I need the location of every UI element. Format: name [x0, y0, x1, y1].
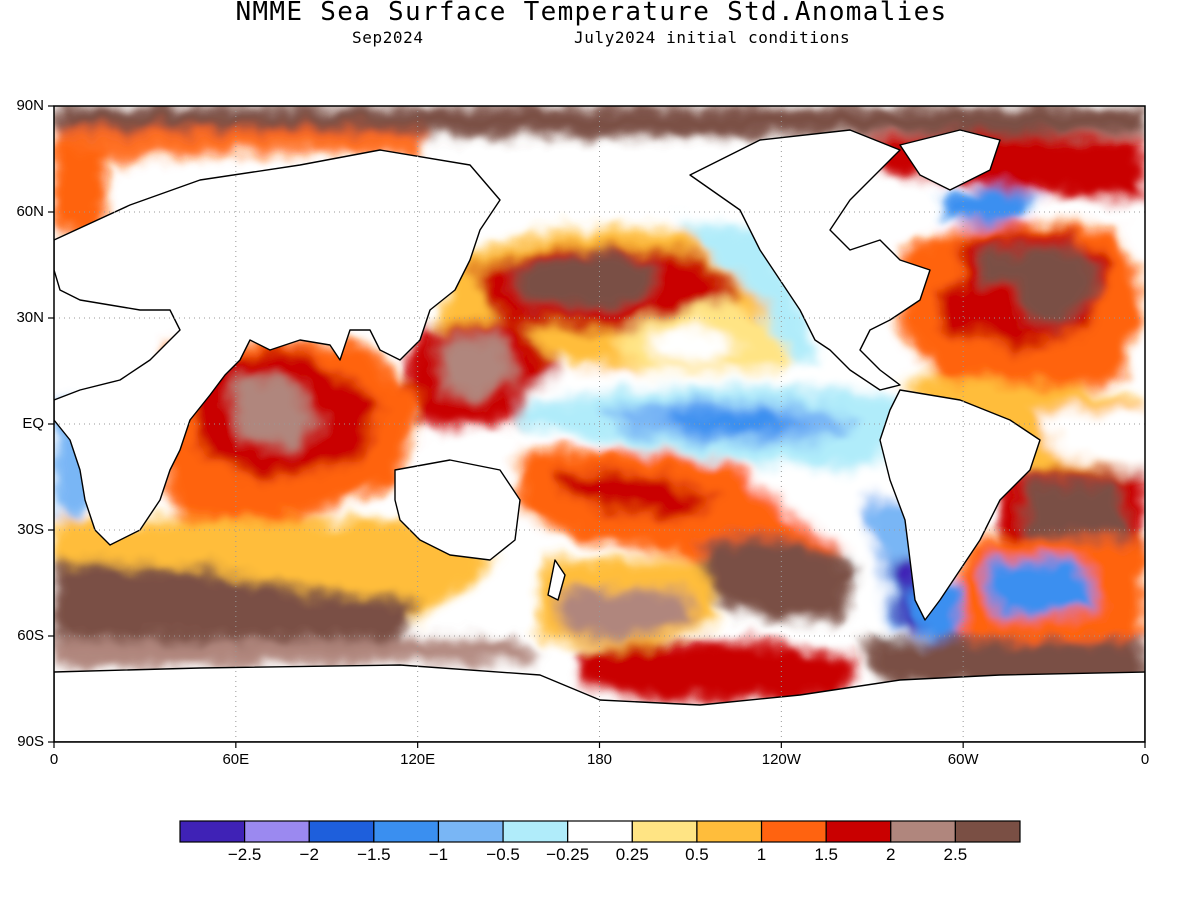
- lat-label: 30N: [16, 309, 44, 326]
- lon-label: 0: [1140, 751, 1150, 768]
- chart-title: NMME Sea Surface Temperature Std.Anomali…: [235, 0, 948, 27]
- colorbar-label: 1: [756, 845, 767, 864]
- lon-label: 120E: [400, 751, 436, 768]
- lon-label: 180: [586, 751, 613, 768]
- colorbar-label: 1.5: [814, 845, 838, 864]
- colorbar-label: −1.5: [357, 845, 391, 864]
- colorbar-swatch: [760, 820, 827, 843]
- new-zealand-outline: [547, 559, 566, 601]
- greenland-outline: [899, 129, 1001, 191]
- colorbar: [179, 820, 1021, 843]
- colorbar-swatch: [179, 820, 246, 843]
- colorbar-label: 2: [886, 845, 896, 864]
- lat-label: EQ: [22, 415, 44, 432]
- colorbar-label: 2.5: [943, 845, 968, 864]
- colorbar-swatch: [825, 820, 892, 843]
- land-masks: [54, 129, 1145, 742]
- antarctica-outline: [54, 664, 1145, 742]
- map-gridlines: [54, 106, 1145, 742]
- lat-label: 60N: [16, 203, 44, 220]
- colorbar-swatch: [631, 820, 698, 843]
- colorbar-label: −2: [299, 845, 319, 864]
- lon-label: 60E: [222, 751, 250, 768]
- axis-ticks: [48, 105, 1146, 748]
- south-america-outline: [879, 389, 1041, 621]
- colorbar-label: 0.5: [685, 845, 709, 864]
- lon-label: 0: [49, 751, 59, 768]
- lat-label: 90S: [17, 733, 44, 750]
- initial-conditions: July2024 initial conditions: [574, 28, 851, 47]
- africa-eurasia-outline: [54, 149, 501, 546]
- lat-label: 30S: [17, 521, 44, 538]
- colorbar-label: −0.25: [546, 845, 590, 864]
- colorbar-swatch: [567, 820, 633, 843]
- australia-outline: [394, 459, 521, 561]
- lat-label: 60S: [17, 627, 44, 644]
- colorbar-swatch: [954, 820, 1021, 843]
- colorbar-swatch: [502, 820, 569, 843]
- colorbar-swatch: [890, 820, 956, 843]
- colorbar-swatch: [437, 820, 504, 843]
- colorbar-swatch: [696, 820, 763, 843]
- lon-label: 120W: [761, 751, 801, 768]
- colorbar-label: −0.5: [486, 845, 520, 864]
- lat-label: 90N: [16, 97, 44, 114]
- colorbar-label: 0.25: [615, 845, 649, 864]
- colorbar-label: −2.5: [227, 845, 262, 864]
- north-america-outline: [689, 129, 931, 391]
- colorbar-swatch: [373, 820, 440, 843]
- lon-label: 60W: [947, 751, 979, 768]
- forecast-month: Sep2024: [352, 28, 424, 47]
- colorbar-swatch: [308, 820, 375, 843]
- colorbar-swatch: [244, 820, 310, 843]
- colorbar-label: −1: [428, 845, 449, 864]
